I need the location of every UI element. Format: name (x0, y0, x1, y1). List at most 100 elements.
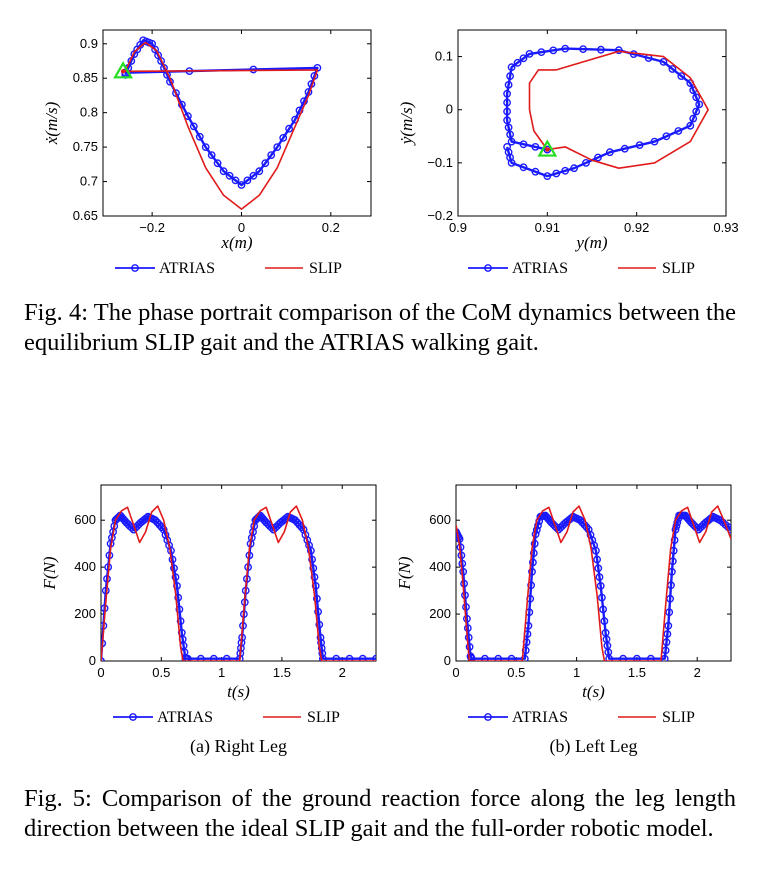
data-point (504, 81, 513, 89)
data-point (695, 100, 704, 109)
data-point (595, 573, 604, 581)
data-point (255, 167, 264, 176)
data-point (504, 148, 513, 157)
data-point (570, 164, 578, 173)
data-point (319, 654, 327, 661)
data-point (213, 159, 222, 168)
x-tick-label: −0.2 (139, 220, 165, 235)
data-point (513, 58, 522, 67)
data-point (189, 122, 198, 131)
data-point (249, 65, 258, 74)
data-point (308, 555, 316, 564)
y-tick-label: 0.8 (80, 105, 98, 120)
legend-atrias-label: ATRIAS (159, 260, 215, 277)
series-line-atrias (505, 47, 701, 178)
y-tick-label: 600 (429, 512, 451, 527)
data-point (614, 46, 623, 55)
data-point (552, 169, 561, 178)
data-point (531, 167, 540, 176)
data-point (561, 44, 570, 53)
data-point (503, 89, 511, 98)
y-tick-label: 200 (429, 606, 451, 621)
data-point (503, 142, 511, 151)
data-point (507, 654, 516, 661)
data-point (170, 564, 178, 573)
legend-atrias-label: ATRIAS (157, 709, 213, 726)
data-point (543, 172, 552, 181)
data-point (195, 132, 204, 141)
data-point (619, 654, 627, 661)
data-point (458, 559, 467, 568)
series-group (456, 505, 731, 661)
y-tick-label: 0.65 (73, 208, 98, 223)
x-tick-label: 1 (573, 665, 580, 680)
legend-atrias-label: ATRIAS (512, 709, 568, 726)
data-point (177, 100, 186, 109)
y-tick-label: 600 (74, 512, 96, 527)
x-tick-label: 0.91 (535, 220, 560, 235)
data-point (151, 45, 160, 54)
data-point (605, 654, 614, 661)
y-tick-label: 0.85 (73, 70, 98, 85)
data-point (237, 181, 246, 189)
series-group (101, 505, 376, 661)
x-tick-label: 0.5 (507, 665, 525, 680)
data-point (692, 93, 701, 102)
data-point (460, 579, 468, 588)
data-point (196, 654, 205, 661)
legend-slip-label: SLIP (662, 260, 695, 277)
data-point (183, 654, 192, 661)
chart-subtitle: (a) Right Leg (190, 736, 287, 757)
data-point (620, 144, 629, 153)
data-point (249, 171, 258, 180)
data-point (529, 549, 538, 557)
data-point (665, 608, 674, 617)
y-tick-label: −0.1 (427, 155, 453, 170)
legend-atrias-marker (484, 713, 492, 721)
data-point (686, 121, 695, 130)
data-point (504, 123, 513, 132)
chart-x-phase-portrait: −0.2 0 0.2 0.65 0.7 0.75 0.8 0.85 0.9 x(m) ẋ(m/s) A… (42, 29, 372, 277)
data-point (677, 72, 686, 81)
x-tick-label: 1.5 (628, 665, 646, 680)
y-tick-label: 400 (74, 559, 96, 574)
data-point (663, 630, 672, 638)
legend-atrias-marker (131, 264, 139, 272)
data-point (534, 521, 542, 530)
data-point (463, 624, 472, 632)
data-point (519, 140, 528, 149)
data-point (659, 58, 668, 66)
chart-right-leg-force: 0 0.5 1 1.5 2 0 200 400 600 t(s) F(N) ATRIAS SLIP (a)… (40, 484, 377, 757)
data-point (596, 582, 605, 590)
data-point (600, 617, 609, 625)
data-point (598, 593, 606, 602)
series-group (121, 36, 322, 210)
y-tick-label: 0 (446, 102, 453, 117)
x-tick-label: 1 (218, 665, 225, 680)
x-tick-label: 0 (452, 665, 459, 680)
data-point (114, 514, 122, 522)
x-tick-label: 2 (339, 665, 346, 680)
x-axis-label: t(s) (582, 682, 605, 701)
data-point (465, 643, 474, 651)
x-tick-label: 0.92 (624, 220, 649, 235)
data-point (503, 116, 511, 125)
data-point (673, 518, 682, 527)
data-point (231, 176, 240, 185)
plot-frame (455, 484, 732, 662)
data-point (285, 124, 293, 133)
y-tick-label: 0 (89, 653, 96, 668)
data-point (207, 151, 216, 160)
data-point (599, 605, 607, 614)
start-marker-dot (545, 147, 550, 152)
data-point (261, 159, 270, 168)
data-point (594, 153, 602, 162)
start-marker-dot (120, 69, 126, 74)
data-point (606, 148, 614, 157)
x-axis-label: y(m) (574, 233, 607, 252)
data-point (594, 564, 603, 573)
x-tick-label: 2 (694, 665, 701, 680)
data-point (531, 142, 540, 151)
series-line-slip (456, 505, 731, 661)
legend-slip-label: SLIP (662, 709, 695, 726)
